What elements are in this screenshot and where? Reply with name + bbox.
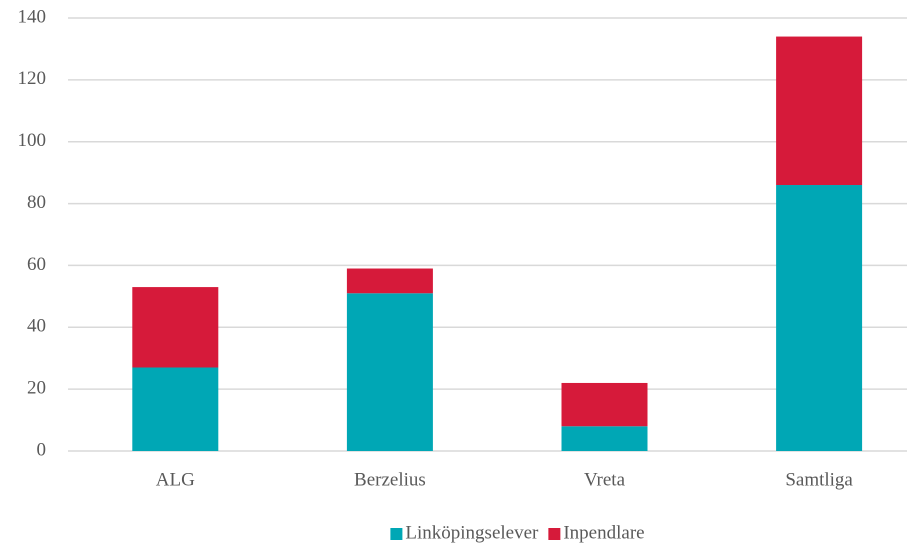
y-tick-label: 0: [37, 439, 47, 460]
x-tick-label: ALG: [156, 469, 195, 490]
y-tick-label: 120: [18, 68, 47, 89]
bar-segment: [561, 382, 648, 427]
bar-segment: [132, 367, 219, 451]
x-tick-label: Berzelius: [354, 469, 426, 490]
y-tick-label: 40: [27, 316, 46, 337]
legend-label: Linköpingselever: [405, 522, 539, 543]
y-tick-label: 140: [18, 6, 47, 27]
bar-segment: [776, 36, 863, 186]
bar-segment: [561, 426, 648, 451]
bar-segment: [346, 268, 433, 294]
bar-segment: [346, 293, 433, 451]
legend-swatch: [390, 528, 403, 540]
legend-swatch: [548, 528, 561, 540]
y-tick-label: 20: [27, 378, 46, 399]
x-tick-label: Samtliga: [785, 469, 853, 490]
x-tick-label: Vreta: [584, 469, 626, 490]
bar-segment: [776, 185, 863, 451]
legend-label: Inpendlare: [563, 522, 644, 543]
y-tick-label: 100: [18, 130, 47, 151]
y-tick-label: 80: [27, 192, 46, 213]
bar-segment: [132, 287, 219, 368]
y-tick-label: 60: [27, 254, 46, 275]
